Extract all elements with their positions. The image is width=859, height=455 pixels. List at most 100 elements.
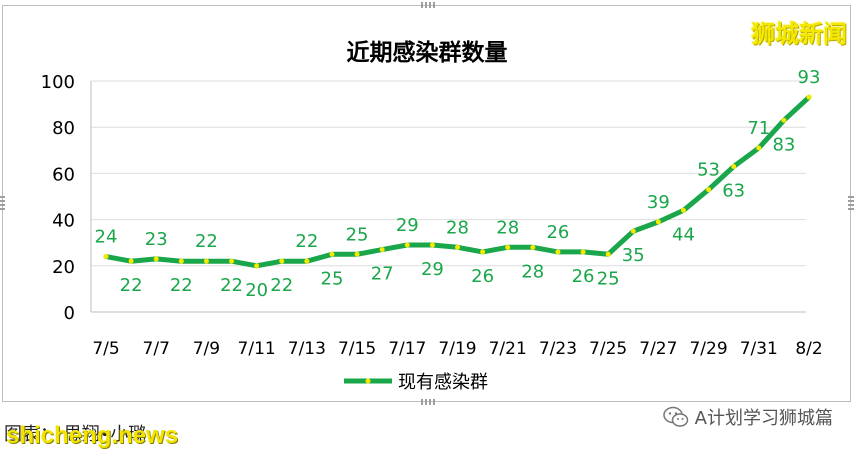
y-tick-label: 60 <box>52 164 75 185</box>
data-point <box>103 254 109 260</box>
x-tick-label: 7/27 <box>639 339 677 359</box>
data-label: 26 <box>546 222 569 243</box>
data-label: 26 <box>471 266 494 287</box>
x-tick-label: 7/29 <box>689 339 727 359</box>
data-point <box>630 228 636 234</box>
data-point <box>781 117 787 123</box>
data-label: 83 <box>772 134 795 155</box>
data-label: 25 <box>321 268 344 289</box>
data-label: 26 <box>572 266 595 287</box>
site-watermark: shicheng.news <box>6 422 179 449</box>
data-point <box>354 251 360 257</box>
data-label: 22 <box>170 275 193 296</box>
chart-title: 近期感染群数量 <box>347 39 508 66</box>
data-label: 20 <box>245 280 268 301</box>
legend-label: 现有感染群 <box>398 372 488 393</box>
x-axis-ticks: 7/5 7/7 7/9 7/11 7/13 7/15 7/17 7/19 7/21 7/23 7/2… <box>92 339 822 359</box>
axes <box>90 81 806 313</box>
x-tick-label: 7/5 <box>92 339 119 359</box>
data-point <box>505 244 511 250</box>
resize-handle-left[interactable] <box>0 196 5 210</box>
data-label: 22 <box>220 275 243 296</box>
data-point <box>153 256 159 262</box>
data-label: 63 <box>722 180 745 201</box>
resize-handle-right[interactable] <box>848 196 854 210</box>
data-point <box>329 251 335 257</box>
data-point <box>655 219 661 225</box>
x-tick-label: 7/31 <box>740 339 778 359</box>
data-point <box>379 247 385 253</box>
y-tick-label: 20 <box>52 257 75 278</box>
data-point <box>530 244 536 250</box>
data-point <box>731 163 737 169</box>
data-label: 28 <box>496 217 519 238</box>
data-label: 39 <box>647 192 670 213</box>
x-tick-label: 7/25 <box>589 339 627 359</box>
x-tick-label: 7/15 <box>338 339 376 359</box>
data-point <box>229 258 235 264</box>
data-point <box>304 258 310 264</box>
wechat-account: A计划学习狮城篇 <box>662 404 833 430</box>
y-tick-label: 100 <box>41 72 75 93</box>
data-point <box>279 258 285 264</box>
legend-marker <box>365 378 371 384</box>
data-point <box>455 244 460 250</box>
series-layer <box>103 94 812 269</box>
y-tick-label: 80 <box>52 118 75 139</box>
data-label: 23 <box>145 229 168 250</box>
y-tick-label: 40 <box>52 211 75 232</box>
grid-lines <box>91 80 806 267</box>
data-label: 25 <box>597 268 620 289</box>
x-tick-label: 7/7 <box>143 339 170 359</box>
data-label: 53 <box>697 160 720 181</box>
data-point <box>756 145 762 151</box>
wechat-label: A计划学习狮城篇 <box>694 408 833 429</box>
x-tick-label: 7/11 <box>238 339 276 359</box>
data-label: 24 <box>95 227 118 248</box>
x-tick-label: 7/9 <box>193 339 220 359</box>
data-point <box>605 251 611 257</box>
resize-handle-top[interactable] <box>421 2 435 8</box>
data-label: 44 <box>672 224 695 245</box>
data-label: 25 <box>346 224 369 245</box>
data-label: 22 <box>120 275 143 296</box>
data-point <box>806 94 812 100</box>
x-tick-label: 7/13 <box>288 339 326 359</box>
y-tick-label: 0 <box>64 303 75 324</box>
data-point <box>128 258 134 264</box>
data-point <box>178 258 184 264</box>
data-label: 29 <box>396 215 419 236</box>
data-label: 22 <box>195 231 218 252</box>
data-label: 28 <box>521 261 544 282</box>
y-axis-ticks: 0 20 40 60 80 100 <box>41 72 75 324</box>
data-point <box>580 249 586 255</box>
data-label: 27 <box>371 264 394 285</box>
data-label: 35 <box>622 245 645 266</box>
x-tick-label: 7/21 <box>489 339 527 359</box>
data-point <box>429 242 435 248</box>
data-label: 29 <box>421 259 444 280</box>
data-label: 28 <box>446 217 469 238</box>
watermark-shicheng: 狮城新闻 <box>751 19 847 48</box>
data-label: 71 <box>747 118 770 139</box>
data-point <box>555 249 561 255</box>
x-tick-label: 7/19 <box>438 339 476 359</box>
data-label: 22 <box>295 231 318 252</box>
data-point <box>404 242 410 248</box>
data-point <box>680 207 686 213</box>
chart-credit: 图表： 思翔•小璐 <box>4 424 147 445</box>
wechat-icon <box>662 406 688 427</box>
chart-frame <box>0 2 854 405</box>
data-point <box>706 187 712 193</box>
data-point <box>480 249 486 255</box>
x-tick-label: 7/23 <box>539 339 577 359</box>
resize-handle-bottom[interactable] <box>421 399 435 405</box>
data-label: 93 <box>798 67 821 88</box>
x-tick-label: 7/17 <box>388 339 426 359</box>
data-point <box>254 263 260 269</box>
data-point <box>203 258 209 264</box>
data-label: 22 <box>270 275 293 296</box>
x-tick-label: 8/2 <box>795 339 822 359</box>
